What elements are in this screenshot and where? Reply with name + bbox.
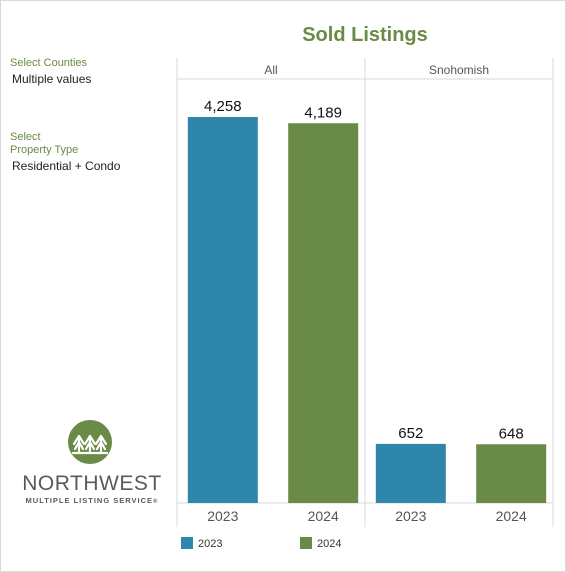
panel-header-snohomish: Snohomish — [429, 63, 489, 77]
trees-logo-icon — [68, 420, 112, 464]
data-label-all-2023: 4,258 — [204, 98, 242, 115]
data-label-all-2024: 4,189 — [304, 104, 342, 121]
logo-wordmark: NORTHWEST — [22, 472, 162, 495]
bar-snohomish-2023[interactable] — [375, 443, 446, 503]
bar-snohomish-2024[interactable] — [476, 444, 547, 503]
tick-label-snohomish-2023: 2023 — [395, 508, 426, 524]
tick-label-all-2024: 2024 — [308, 508, 339, 524]
panel-header-all: All — [264, 63, 277, 77]
nwmls-logo: NORTHWEST MULTIPLE LISTING SERVICE® — [22, 420, 162, 508]
page-title: Sold Listings — [302, 24, 428, 46]
data-label-snohomish-2024: 648 — [499, 425, 524, 442]
legend-swatch-2024[interactable] — [300, 537, 312, 549]
legend-label-2024[interactable]: 2024 — [317, 538, 341, 550]
counties-filter-label: Select Counties — [10, 57, 88, 69]
property-filter-label-line1: Select — [10, 131, 41, 143]
bar-all-2023[interactable] — [187, 117, 258, 503]
counties-filter-value[interactable]: Multiple values — [12, 72, 92, 86]
legend-swatch-2023[interactable] — [181, 537, 193, 549]
bar-all-2024[interactable] — [288, 123, 359, 503]
data-label-snohomish-2023: 652 — [398, 425, 423, 442]
legend-label-2023[interactable]: 2023 — [198, 538, 222, 550]
tick-label-snohomish-2024: 2024 — [496, 508, 527, 524]
tick-label-all-2023: 2023 — [207, 508, 238, 524]
property-filter-label-line2: Property Type — [10, 144, 79, 156]
logo-subtitle: MULTIPLE LISTING SERVICE® — [25, 496, 159, 505]
property-filter-value[interactable]: Residential + Condo — [12, 159, 121, 173]
